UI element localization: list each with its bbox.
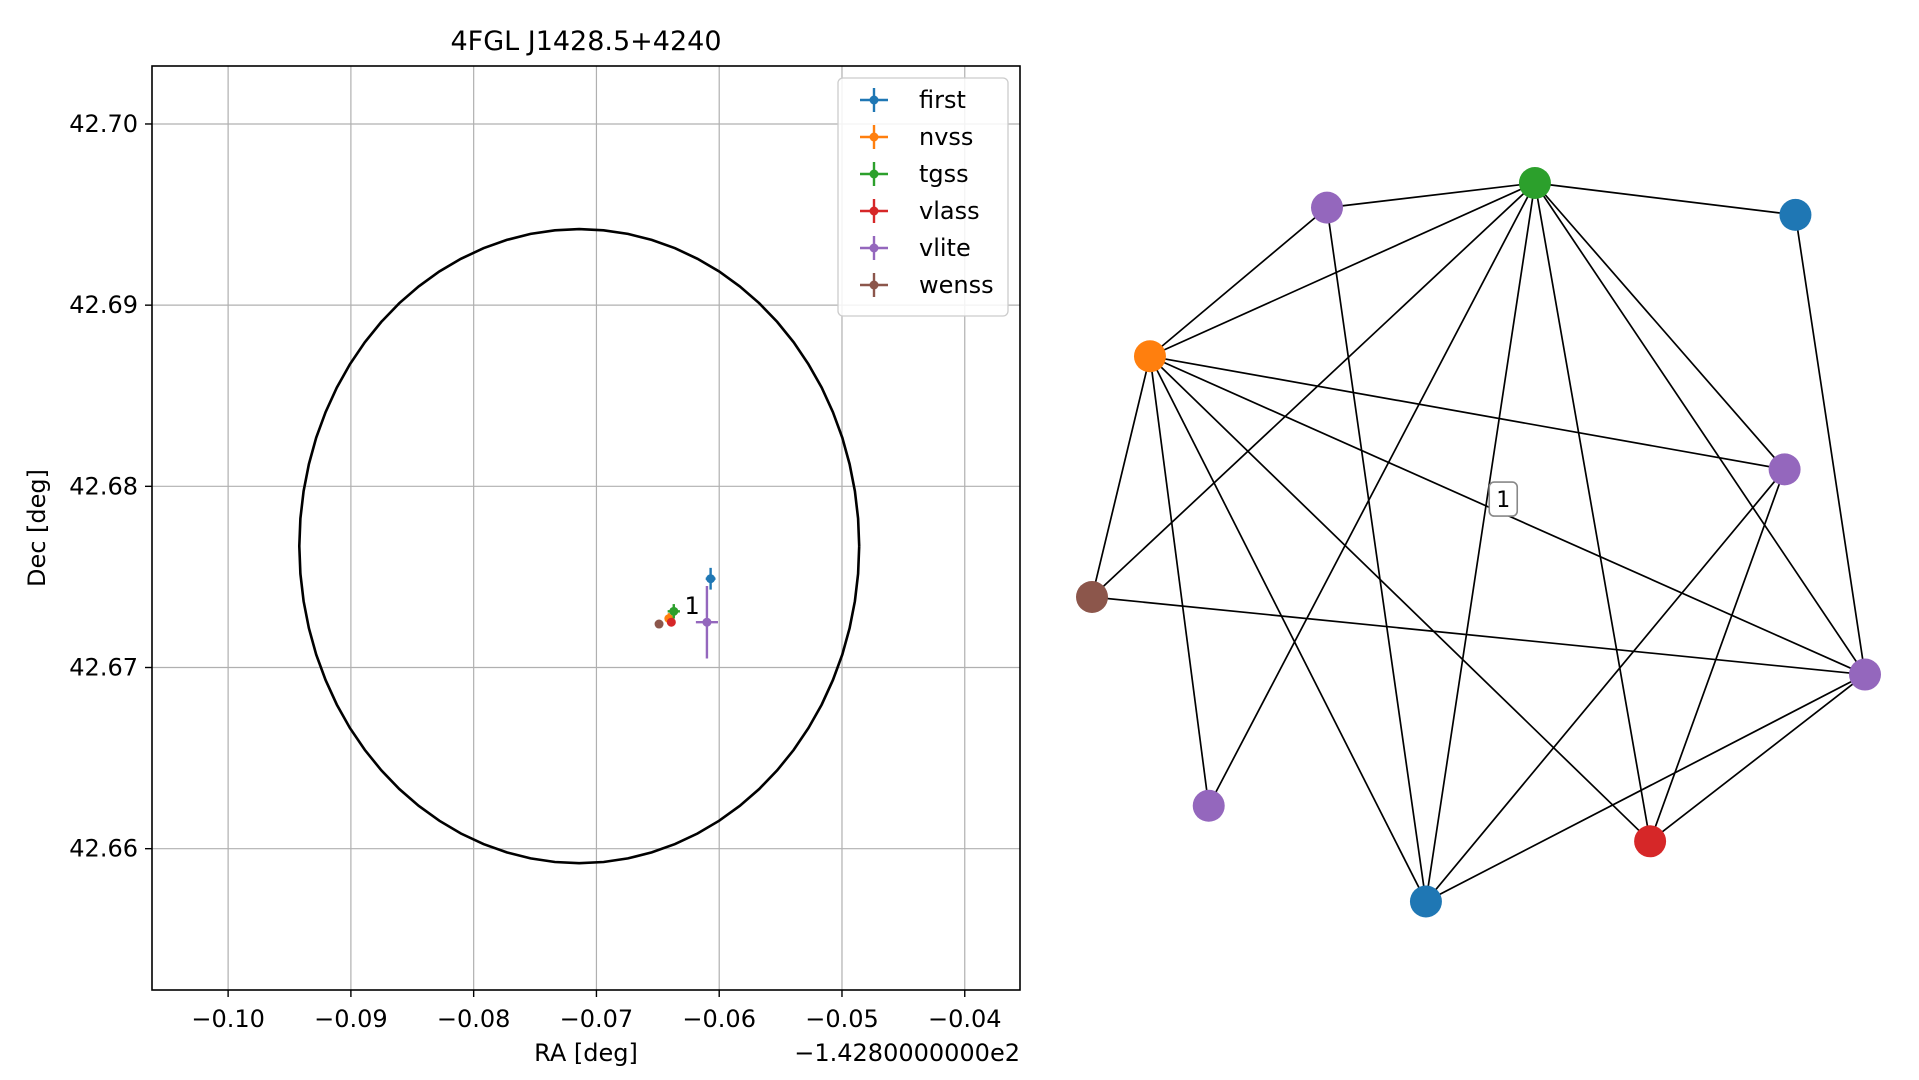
point-vlass <box>666 617 676 627</box>
marker-vlass <box>666 617 676 627</box>
network-edge <box>1091 356 1151 598</box>
legend-label: nvss <box>919 123 973 151</box>
legend: first nvss tgss vlass vlite wenss <box>837 77 1009 317</box>
y-tick-label: 42.69 <box>69 291 138 319</box>
axis-ticks: −0.10 −0.09 −0.08 −0.07 −0.06 −0.05 −0.04 42.66… <box>69 110 1001 1033</box>
plot-frame <box>151 65 1021 991</box>
localization-ellipse <box>297 227 861 865</box>
legend-entry-vlite: vlite <box>860 234 971 262</box>
network-edge <box>1425 673 1866 903</box>
marker-tgss <box>669 606 679 616</box>
network-node <box>1409 885 1442 918</box>
x-tick-label: −0.09 <box>314 1005 388 1033</box>
network-edge <box>1425 182 1536 902</box>
network-edge <box>1649 673 1866 842</box>
legend-swatch-marker <box>869 95 879 105</box>
x-tick-label: −0.06 <box>682 1005 756 1033</box>
network-edge <box>1149 356 1210 806</box>
point-vlite <box>695 585 718 659</box>
chart-title: 4FGL J1428.5+4240 <box>450 26 721 57</box>
data-points <box>654 567 718 659</box>
legend-entry-vlass: vlass <box>860 197 980 225</box>
network-edge <box>1534 182 1786 470</box>
network-node <box>1779 198 1812 231</box>
x-tick-label: −0.08 <box>437 1005 511 1033</box>
network-edge <box>1794 214 1866 675</box>
y-tick-label: 42.67 <box>69 654 138 682</box>
network-edge <box>1534 182 1866 676</box>
legend-swatch-marker <box>869 132 879 142</box>
network-nodes <box>1076 167 1881 918</box>
x-tick-label: −0.10 <box>191 1005 265 1033</box>
marker-wenss <box>654 619 664 629</box>
network-node <box>1634 825 1667 858</box>
network-edge <box>1091 182 1536 598</box>
marker-first <box>706 574 716 584</box>
scatter-panel: 1 −0.10 −0.09 −0.08 −0.07 −0.06 −0.05 −0.04 42.… <box>23 26 1021 1067</box>
x-tick-label: −0.05 <box>805 1005 879 1033</box>
network-edge <box>1326 207 1427 902</box>
network-label-box <box>1488 481 1519 517</box>
localization-ellipse-layer <box>297 227 861 865</box>
network-edge <box>1649 469 1786 842</box>
legend-label: vlite <box>919 234 971 262</box>
legend-entry-first: first <box>860 86 966 114</box>
network-node <box>1849 658 1881 691</box>
y-tick-label: 42.66 <box>69 835 138 863</box>
annotations: 1 <box>685 592 700 620</box>
legend-label: tgss <box>919 160 969 188</box>
network-edge <box>1149 355 1427 902</box>
network-node <box>1768 453 1801 486</box>
y-tick-label: 42.68 <box>69 472 138 500</box>
legend-entry-tgss: tgss <box>860 160 969 188</box>
network-edge <box>1149 206 1328 357</box>
network-edge <box>1207 182 1536 807</box>
network-node <box>1076 580 1108 613</box>
point-tgss <box>667 604 680 619</box>
x-tick-label: −0.04 <box>928 1005 1002 1033</box>
network-annotations: 1 <box>1488 481 1519 517</box>
x-axis-label: RA [deg] <box>534 1039 638 1067</box>
legend-swatch-marker <box>869 280 879 290</box>
y-axis-label: Dec [deg] <box>23 469 51 587</box>
source-label: 1 <box>685 592 700 620</box>
legend-swatch-marker <box>869 206 879 216</box>
x-axis-offset-text: −1.4280000000e2 <box>794 1039 1020 1067</box>
x-tick-label: −0.07 <box>560 1005 634 1033</box>
legend-label: first <box>919 86 966 114</box>
network-label: 1 <box>1496 488 1510 513</box>
network-edge <box>1149 355 1651 842</box>
network-edge <box>1534 182 1651 842</box>
point-first <box>705 567 716 590</box>
network-edge <box>1425 468 1786 903</box>
network-node <box>1192 789 1225 822</box>
network-edge <box>1326 182 1536 209</box>
network-edge <box>1091 596 1866 676</box>
legend-entry-nvss: nvss <box>860 123 973 151</box>
network-edge <box>1149 355 1785 471</box>
network-edge <box>1149 182 1536 358</box>
legend-label: vlass <box>919 197 980 225</box>
legend-label: wenss <box>919 271 994 299</box>
legend-swatch-marker <box>869 169 879 179</box>
network-node <box>1518 167 1551 199</box>
legend-swatch-marker <box>869 243 879 253</box>
point-wenss <box>654 619 664 629</box>
y-tick-label: 42.70 <box>69 110 138 138</box>
network-edge <box>1534 182 1796 216</box>
network-panel: 1 <box>1076 167 1881 918</box>
legend-entry-wenss: wenss <box>860 271 994 299</box>
marker-vlite <box>702 617 712 627</box>
network-node <box>1310 191 1343 224</box>
network-node <box>1133 340 1166 373</box>
